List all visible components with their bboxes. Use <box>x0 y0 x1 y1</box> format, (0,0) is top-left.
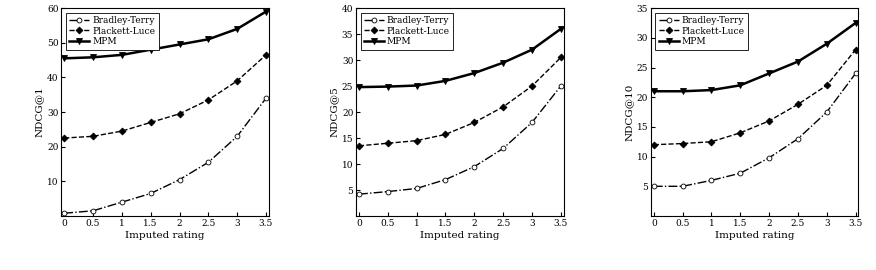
Plackett-Luce <box>498 105 508 109</box>
Bradley-Terry <box>59 212 69 215</box>
Bradley-Terry <box>764 156 774 159</box>
MPM <box>174 43 185 46</box>
Bradley-Terry <box>354 193 364 196</box>
MPM <box>706 89 717 92</box>
MPM <box>822 42 832 45</box>
Line: Plackett-Luce: Plackett-Luce <box>652 47 858 147</box>
MPM <box>117 53 127 56</box>
Bradley-Terry <box>203 161 214 164</box>
Bradley-Terry <box>117 201 127 204</box>
Plackett-Luce <box>232 79 243 83</box>
Legend: Bradley-Terry, Plackett-Luce, MPM: Bradley-Terry, Plackett-Luce, MPM <box>361 13 454 49</box>
MPM <box>498 61 508 64</box>
MPM <box>88 56 98 59</box>
MPM <box>354 86 364 89</box>
MPM <box>203 38 214 41</box>
Bradley-Terry <box>677 185 688 188</box>
MPM <box>232 27 243 31</box>
Bradley-Terry <box>174 178 185 181</box>
Bradley-Terry <box>232 135 243 138</box>
Plackett-Luce <box>555 56 566 59</box>
Bradley-Terry <box>498 147 508 150</box>
Bradley-Terry <box>441 178 451 181</box>
Plackett-Luce <box>735 131 745 134</box>
Bradley-Terry <box>555 85 566 88</box>
MPM <box>851 21 861 25</box>
Plackett-Luce <box>383 141 393 145</box>
Line: Plackett-Luce: Plackett-Luce <box>62 52 268 140</box>
MPM <box>526 48 537 51</box>
Line: MPM: MPM <box>357 26 563 90</box>
Plackett-Luce <box>261 53 272 56</box>
Bradley-Terry <box>261 97 272 100</box>
MPM <box>764 72 774 75</box>
Line: MPM: MPM <box>651 20 858 94</box>
Line: MPM: MPM <box>61 9 269 61</box>
Plackett-Luce <box>793 103 803 106</box>
Y-axis label: NDCG@5: NDCG@5 <box>330 87 339 137</box>
Plackett-Luce <box>441 133 451 136</box>
MPM <box>261 10 272 13</box>
Bradley-Terry <box>88 209 98 212</box>
Y-axis label: NDCG@1: NDCG@1 <box>35 87 44 137</box>
Bradley-Terry <box>851 72 861 75</box>
Plackett-Luce <box>354 144 364 147</box>
Legend: Bradley-Terry, Plackett-Luce, MPM: Bradley-Terry, Plackett-Luce, MPM <box>655 13 748 49</box>
MPM <box>793 60 803 63</box>
X-axis label: Imputed rating: Imputed rating <box>420 231 499 239</box>
Plackett-Luce <box>822 84 832 87</box>
Plackett-Luce <box>117 130 127 133</box>
Plackett-Luce <box>526 85 537 88</box>
MPM <box>59 57 69 60</box>
Plackett-Luce <box>648 143 659 146</box>
MPM <box>441 79 451 83</box>
Plackett-Luce <box>59 136 69 140</box>
Plackett-Luce <box>764 119 774 123</box>
MPM <box>735 84 745 87</box>
Bradley-Terry <box>526 121 537 124</box>
MPM <box>383 85 393 88</box>
Bradley-Terry <box>706 179 717 182</box>
Plackett-Luce <box>677 142 688 145</box>
Bradley-Terry <box>648 185 659 188</box>
X-axis label: Imputed rating: Imputed rating <box>125 231 205 239</box>
Plackett-Luce <box>203 98 214 102</box>
Plackett-Luce <box>412 139 422 142</box>
MPM <box>412 84 422 87</box>
Y-axis label: NDCG@10: NDCG@10 <box>625 83 633 141</box>
Bradley-Terry <box>383 190 393 193</box>
Plackett-Luce <box>88 135 98 138</box>
Line: Bradley-Terry: Bradley-Terry <box>652 71 858 189</box>
Plackett-Luce <box>145 121 156 124</box>
Plackett-Luce <box>469 121 479 124</box>
MPM <box>555 27 566 31</box>
Bradley-Terry <box>145 192 156 195</box>
Bradley-Terry <box>822 110 832 114</box>
Legend: Bradley-Terry, Plackett-Luce, MPM: Bradley-Terry, Plackett-Luce, MPM <box>66 13 159 49</box>
MPM <box>145 48 156 51</box>
Line: Plackett-Luce: Plackett-Luce <box>357 55 563 148</box>
Bradley-Terry <box>793 137 803 140</box>
Plackett-Luce <box>174 112 185 115</box>
MPM <box>469 72 479 75</box>
Line: Bradley-Terry: Bradley-Terry <box>357 84 563 197</box>
Plackett-Luce <box>706 140 717 143</box>
Bradley-Terry <box>412 187 422 190</box>
MPM <box>648 90 659 93</box>
MPM <box>677 90 688 93</box>
Line: Bradley-Terry: Bradley-Terry <box>62 96 268 216</box>
Plackett-Luce <box>851 48 861 51</box>
Bradley-Terry <box>469 165 479 168</box>
Bradley-Terry <box>735 172 745 175</box>
X-axis label: Imputed rating: Imputed rating <box>715 231 795 239</box>
